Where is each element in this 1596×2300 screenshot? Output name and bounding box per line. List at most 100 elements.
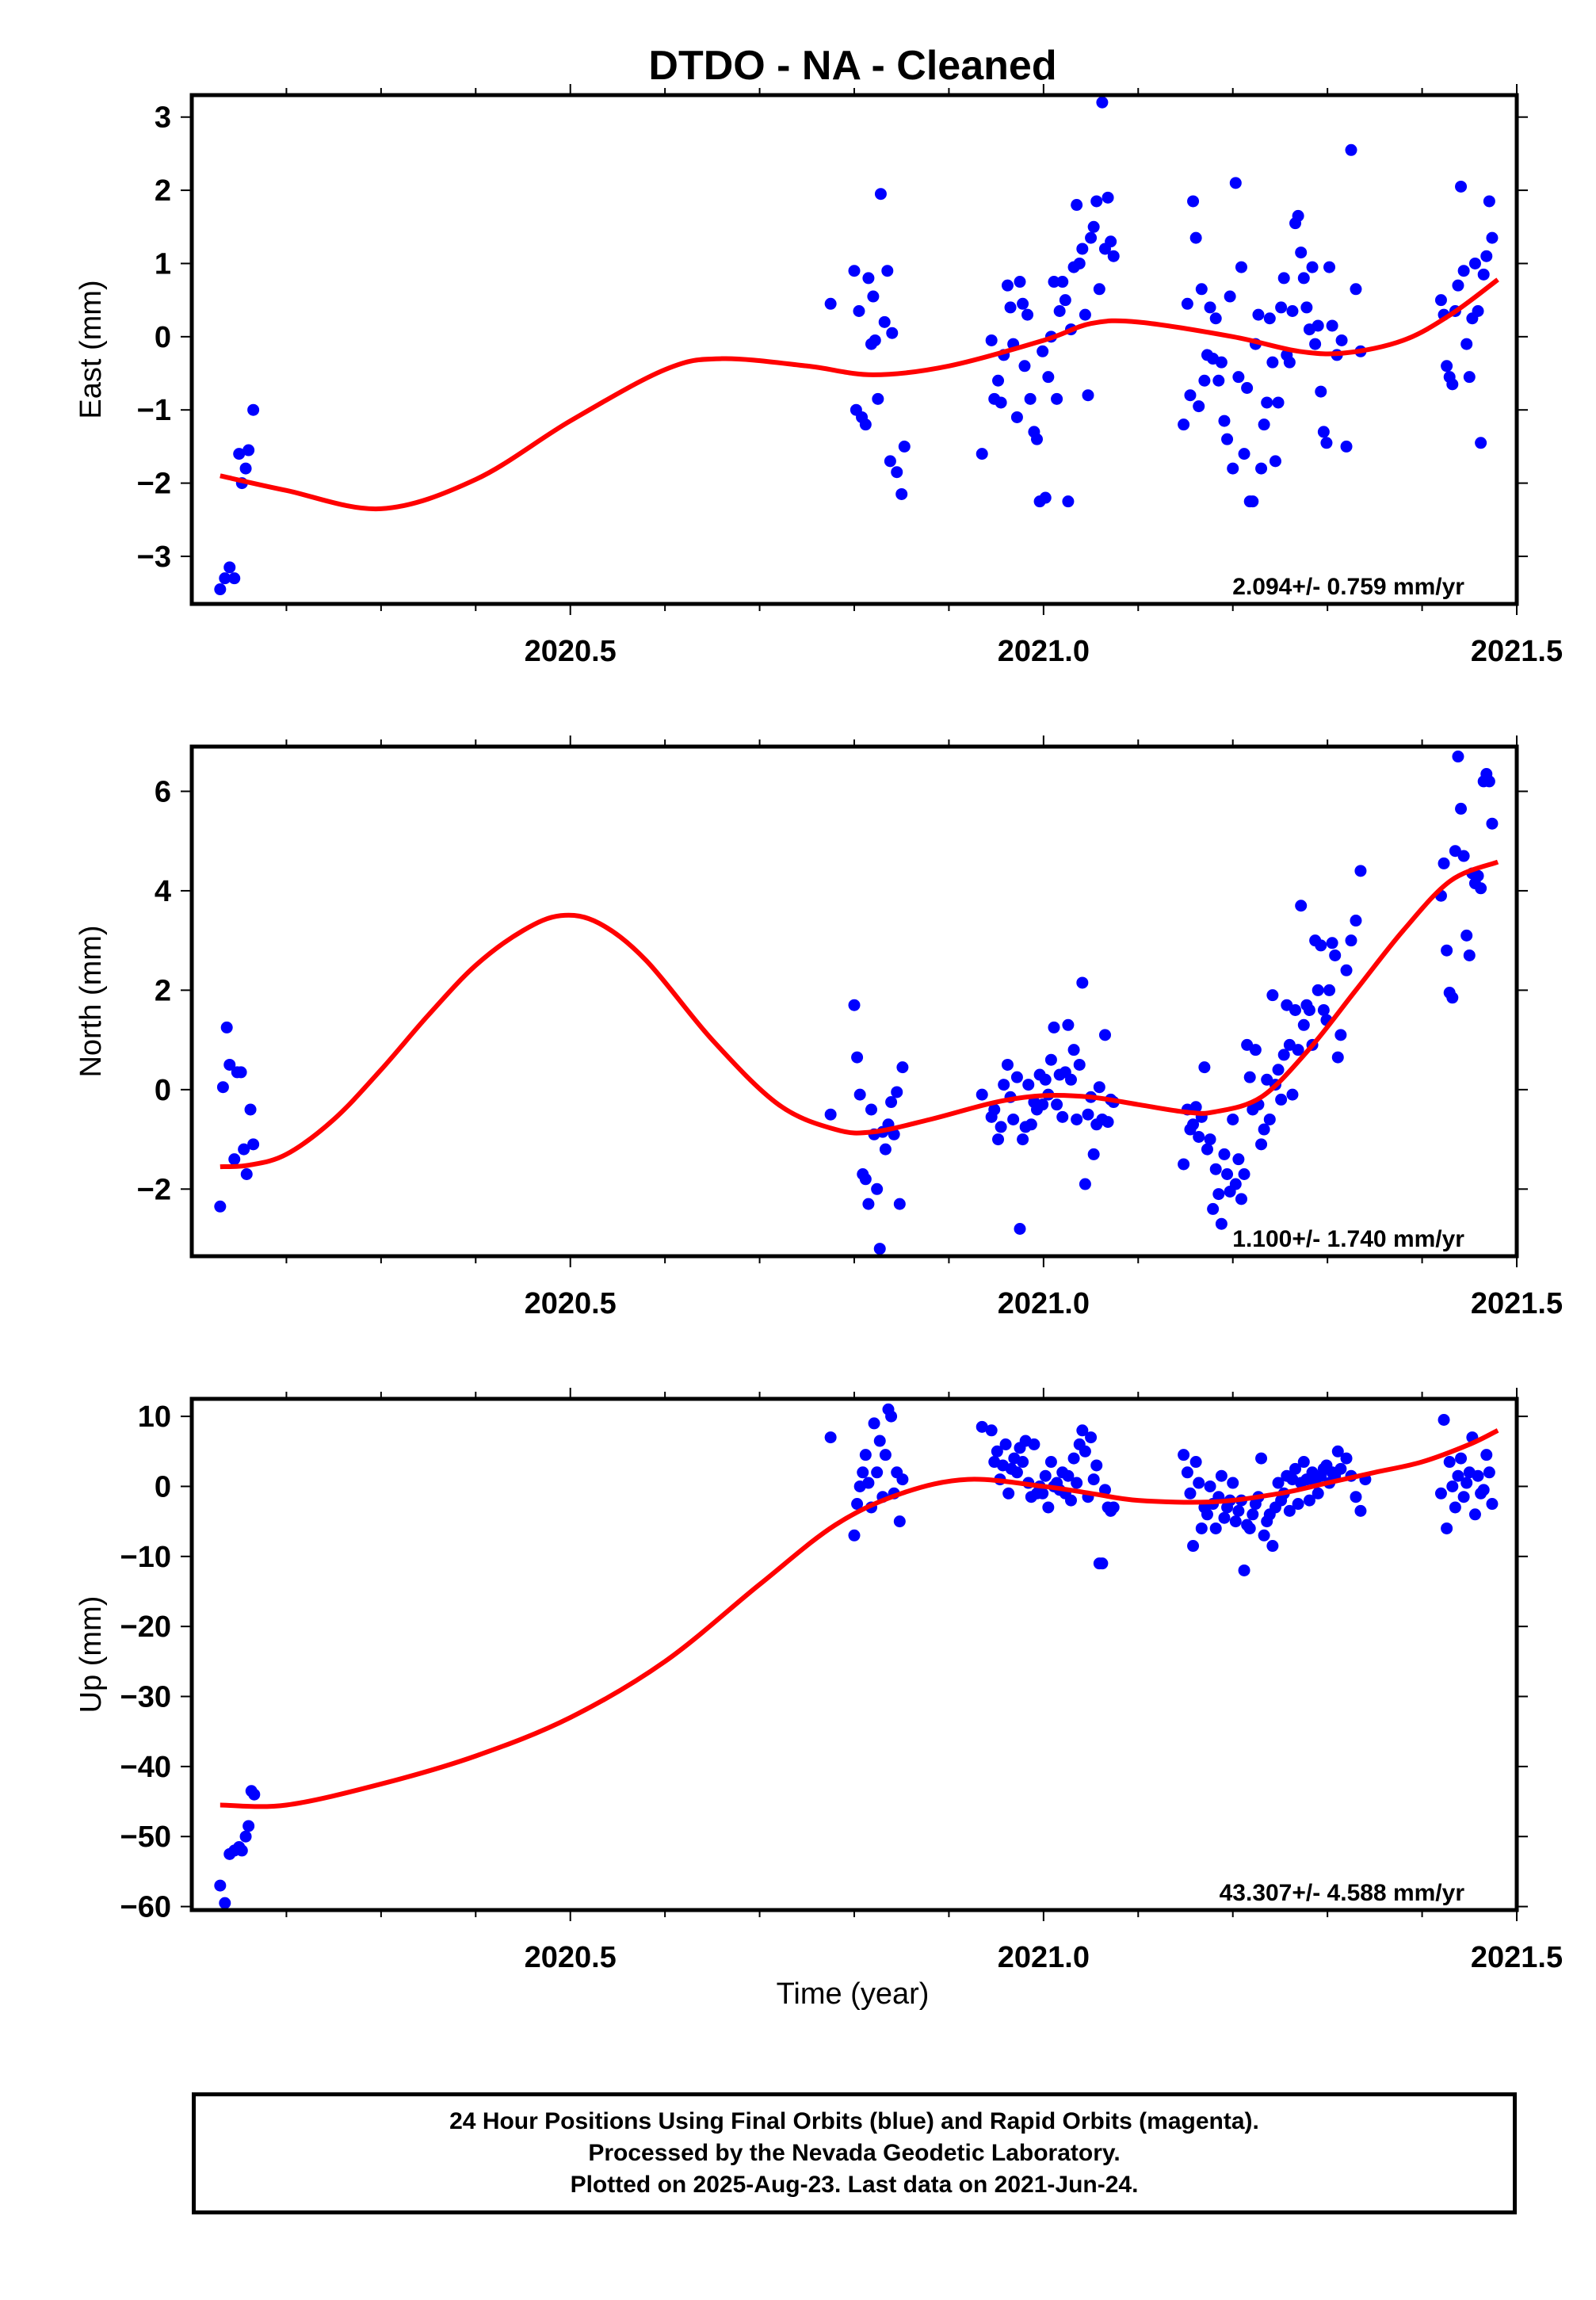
data-point <box>223 1058 236 1071</box>
data-point <box>1039 1073 1052 1086</box>
y-tick-label: −3 <box>137 541 171 574</box>
data-point <box>1247 1508 1259 1521</box>
data-point <box>1010 1071 1023 1083</box>
velocity-label: 43.307+/- 4.588 mm/yr <box>1220 1880 1465 1906</box>
data-point <box>1039 491 1052 504</box>
data-point <box>1024 392 1037 405</box>
data-point <box>1309 338 1322 350</box>
data-point <box>1215 356 1228 369</box>
data-point <box>1073 257 1086 269</box>
data-point <box>1292 209 1304 222</box>
x-tick-label: 2021.5 <box>1471 1941 1563 1974</box>
data-point <box>859 1173 872 1186</box>
data-point <box>853 305 865 318</box>
panel-east: 2020.5 2021.0 2021.5 −3 −2 −1 0 1 2 3 East (mm) 2.0… <box>74 84 1563 668</box>
data-point <box>214 583 227 596</box>
data-point <box>1073 1058 1086 1071</box>
data-point <box>1283 356 1296 369</box>
data-point <box>1028 1438 1040 1450</box>
data-point <box>238 1143 250 1156</box>
data-point <box>1014 276 1026 288</box>
data-point <box>1340 964 1353 976</box>
data-point <box>1189 231 1202 244</box>
panel-up: 2020.5 2021.0 2021.5 −60 −50 −40 −30 −20 −10 0 10 U… <box>74 1388 1563 1974</box>
data-point <box>1067 1044 1080 1056</box>
data-point <box>1093 1081 1105 1094</box>
data-point <box>872 392 884 405</box>
data-point <box>1098 1484 1111 1496</box>
data-point <box>228 572 241 585</box>
data-point <box>1312 1487 1324 1500</box>
data-point <box>1475 882 1487 895</box>
data-point <box>1486 817 1499 830</box>
data-point <box>1317 1003 1330 1016</box>
data-point <box>1289 1003 1302 1016</box>
plot-area-north <box>214 751 1499 1255</box>
data-point <box>893 1515 906 1528</box>
data-point <box>1243 1071 1256 1083</box>
data-point <box>1076 976 1089 989</box>
data-point <box>873 1243 886 1255</box>
data-point <box>1463 371 1476 384</box>
y-tick-label: −40 <box>120 1751 171 1784</box>
data-point <box>1329 949 1342 961</box>
data-point <box>1218 415 1231 427</box>
y-tick-label: 10 <box>138 1400 171 1434</box>
data-point <box>1258 418 1270 431</box>
data-point <box>893 1198 906 1210</box>
data-point <box>1335 334 1348 346</box>
data-point <box>985 334 998 346</box>
data-point <box>1266 1540 1279 1553</box>
data-point <box>1002 1487 1015 1500</box>
data-point <box>244 1103 257 1116</box>
plot-frame <box>189 744 1519 1259</box>
data-point <box>1289 1462 1302 1475</box>
data-point <box>1102 1116 1114 1129</box>
data-point <box>1477 268 1490 281</box>
data-point <box>1241 381 1254 394</box>
data-point <box>1229 1515 1242 1528</box>
data-point <box>1079 308 1091 321</box>
data-point <box>1082 389 1094 402</box>
data-point <box>1215 1469 1228 1482</box>
data-point <box>1001 1058 1014 1071</box>
data-point <box>219 1897 231 1909</box>
data-point <box>888 1128 900 1140</box>
data-point <box>1252 308 1265 321</box>
data-point <box>1480 1449 1493 1461</box>
x-tick-label: 2020.5 <box>525 1287 617 1320</box>
data-point <box>1434 1487 1447 1500</box>
data-point <box>1212 374 1225 387</box>
data-point <box>1446 378 1459 391</box>
data-point <box>1460 929 1473 942</box>
plot-frame <box>189 93 1519 606</box>
data-point <box>1452 751 1464 763</box>
data-point <box>1263 1113 1276 1125</box>
data-point <box>239 462 252 475</box>
data-point <box>1434 294 1447 307</box>
data-point <box>1064 1494 1077 1507</box>
data-point <box>1277 1049 1290 1061</box>
data-point <box>219 572 231 585</box>
data-point <box>1323 984 1336 996</box>
data-point <box>1067 1452 1080 1465</box>
data-point <box>992 374 1005 387</box>
data-point <box>1303 1494 1315 1507</box>
data-point <box>1195 1522 1208 1534</box>
data-point <box>233 448 246 460</box>
data-point <box>851 1498 864 1511</box>
data-point <box>885 1410 898 1423</box>
data-point <box>1102 191 1114 204</box>
data-point <box>1044 1053 1057 1066</box>
plot-frame <box>189 1396 1519 1912</box>
x-tick-label: 2020.5 <box>525 635 617 668</box>
data-point <box>1187 1118 1200 1131</box>
data-point <box>898 440 911 453</box>
data-point <box>1249 1044 1262 1056</box>
data-point <box>1243 1522 1256 1534</box>
model-curve <box>220 859 1499 1170</box>
data-point <box>1229 1178 1242 1190</box>
y-tick-label: 0 <box>155 1074 171 1107</box>
data-point <box>1076 1424 1089 1437</box>
data-point <box>1300 301 1313 314</box>
